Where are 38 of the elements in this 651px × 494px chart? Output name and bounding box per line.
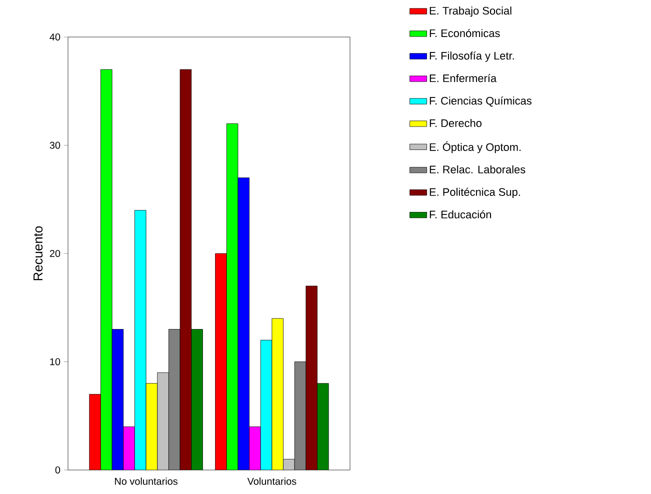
x-tick-label: No voluntarios [115,478,178,485]
y-tick-label: 20 [50,250,60,258]
y-tick-label: 30 [50,142,60,149]
bar [226,123,238,470]
legend-label: F. Ciencias Químicas [430,96,532,107]
bar [100,69,112,470]
bar [146,383,158,470]
legend-label: E. Politécnica Sup. [430,188,520,198]
bar [317,383,329,470]
legend-label: E. Enfermería [430,74,497,82]
legend-label: F. Derecho [430,118,482,128]
bar [294,362,306,470]
bar [238,178,250,470]
bar [89,394,101,470]
bar [249,426,261,470]
bar [180,69,192,470]
bar [215,253,227,470]
legend-label: F. Educación [430,210,492,218]
bar [306,286,318,470]
legend-label: E. Óptica y Optom. [430,141,521,154]
bar [112,329,124,470]
bar [191,329,203,470]
x-tick-label: Voluntarios [247,478,296,485]
bar [283,458,295,470]
bar [157,372,169,470]
legend-label: F. Económicas [430,28,500,38]
bar [168,329,180,470]
bar [123,426,135,470]
bar [272,318,284,470]
y-axis-title: Recuento [34,226,43,280]
bar [260,340,272,470]
legend-label: E. Relac. Laborales [430,165,526,174]
legend-label: F. Filosofía y Letr. [430,51,514,62]
y-tick-label: 10 [50,358,60,366]
y-tick-label: 40 [50,33,60,41]
legend-label: E. Trabajo Social [430,6,512,17]
y-tick-label: 0 [55,466,60,474]
bar [134,210,146,470]
